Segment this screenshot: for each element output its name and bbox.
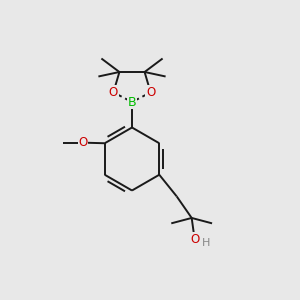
Text: O: O	[109, 86, 118, 99]
Text: O: O	[146, 86, 155, 99]
Text: O: O	[79, 136, 88, 149]
Text: O: O	[190, 233, 199, 246]
Text: H: H	[202, 238, 210, 248]
Text: B: B	[128, 95, 136, 109]
